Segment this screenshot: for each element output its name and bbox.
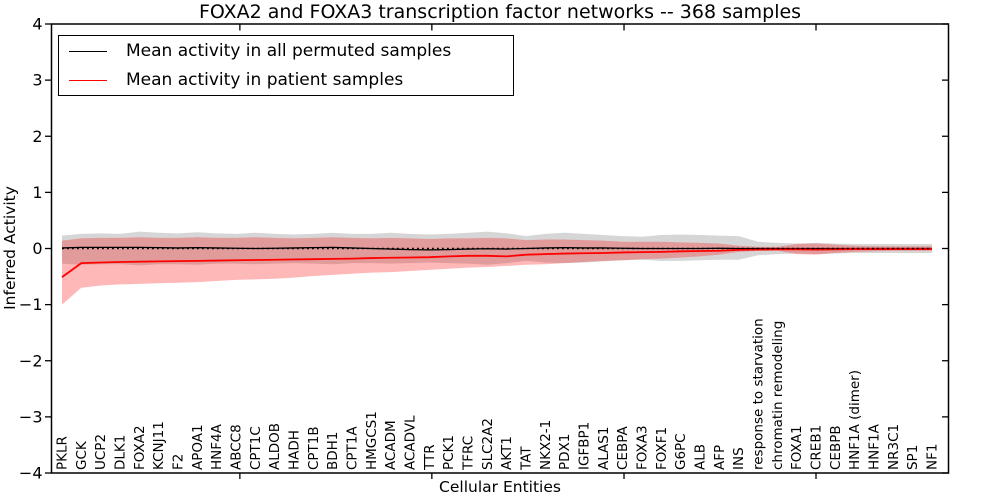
x-tick-label: HNF1A [866, 423, 882, 470]
x-tick-label: chromatin remodeling [770, 321, 786, 470]
x-tick-label: SLC2A2 [480, 418, 496, 470]
x-tick-label: PKLR [54, 436, 70, 470]
x-tick-label: HNF4A [209, 423, 225, 470]
x-tick-label: ALDOB [267, 423, 283, 470]
x-tick-label: NR3C1 [886, 424, 902, 470]
legend-item-patient: Mean activity in patient samples [59, 68, 513, 93]
x-tick-label: CPT1B [306, 426, 322, 470]
x-tick-label: G6PC [673, 433, 689, 470]
y-tick-label: −2 [19, 351, 43, 370]
x-tick-label: NKX2-1 [538, 420, 554, 470]
x-tick-label: TTR [422, 444, 438, 471]
x-tick-label: CREB1 [808, 425, 824, 470]
x-tick-label: DLK1 [112, 435, 128, 470]
x-tick-label: ACADM [383, 420, 399, 470]
x-tick-label: AFP [712, 445, 728, 470]
y-tick-label: −3 [19, 407, 43, 426]
x-tick-label: FOXA3 [634, 425, 650, 470]
x-axis-label: Cellular Entities [439, 478, 561, 496]
x-tick-label: CEBPB [828, 425, 844, 470]
x-tick-label: F2 [170, 454, 186, 470]
legend: Mean activity in all permuted samples Me… [58, 35, 514, 96]
x-tick-label: HMGCS1 [364, 411, 380, 470]
x-tick-label: FOXA2 [132, 425, 148, 470]
legend-line-black-icon [69, 50, 107, 52]
legend-item-permuted: Mean activity in all permuted samples [59, 39, 513, 64]
patient-range-band [62, 237, 932, 305]
x-tick-label: NF1 [924, 444, 940, 470]
x-tick-label: CPT1A [344, 426, 360, 470]
x-tick-label: ACADVL [402, 415, 418, 470]
x-tick-label: HADH [286, 430, 302, 470]
y-tick-label: −4 [19, 464, 43, 483]
x-tick-label: TAT [518, 446, 534, 471]
x-tick-label: BDH1 [325, 432, 341, 470]
x-tick-label: HNF1A (dimer) [847, 370, 863, 470]
x-tick-label: UCP2 [93, 434, 109, 470]
x-tick-label: TFRC [460, 436, 476, 471]
x-tick-label: PDX1 [557, 434, 573, 470]
y-tick-label: 4 [32, 15, 42, 34]
mean-patient-line [61, 248, 932, 278]
x-tick-label: ALAS1 [596, 427, 612, 470]
x-tick-label: FOXF1 [654, 427, 670, 470]
x-tick-label: PCK1 [441, 435, 457, 470]
x-tick-label: GCK [74, 440, 90, 470]
x-tick-label: CPT1C [248, 426, 264, 470]
x-tick-label: FOXA1 [789, 425, 805, 470]
x-tick-label: KCNJ11 [151, 421, 167, 470]
y-tick-label: 2 [32, 127, 42, 146]
y-tick-label: −1 [19, 295, 43, 314]
x-tick-label: SP1 [905, 445, 921, 470]
x-tick-label: INS [731, 447, 747, 470]
chart-title: FOXA2 and FOXA3 transcription factor net… [198, 1, 802, 23]
legend-line-red-icon [69, 79, 107, 81]
y-tick-label: 1 [32, 183, 42, 202]
x-tick-label: ALB [692, 444, 708, 470]
x-tick-label: IGFBP1 [576, 422, 592, 470]
y-tick-label: 0 [32, 239, 42, 258]
y-tick-label: 3 [32, 71, 42, 90]
x-tick-label: AKT1 [499, 436, 515, 470]
legend-label-permuted: Mean activity in all permuted samples [126, 41, 452, 61]
x-tick-label: response to starvation [750, 318, 766, 470]
x-tick-label: ABCC8 [228, 424, 244, 470]
y-axis-label: Inferred Activity [1, 186, 19, 310]
legend-label-patient: Mean activity in patient samples [126, 70, 404, 90]
x-tick-label: APOA1 [190, 424, 206, 470]
x-tick-label: CEBPA [615, 426, 631, 470]
